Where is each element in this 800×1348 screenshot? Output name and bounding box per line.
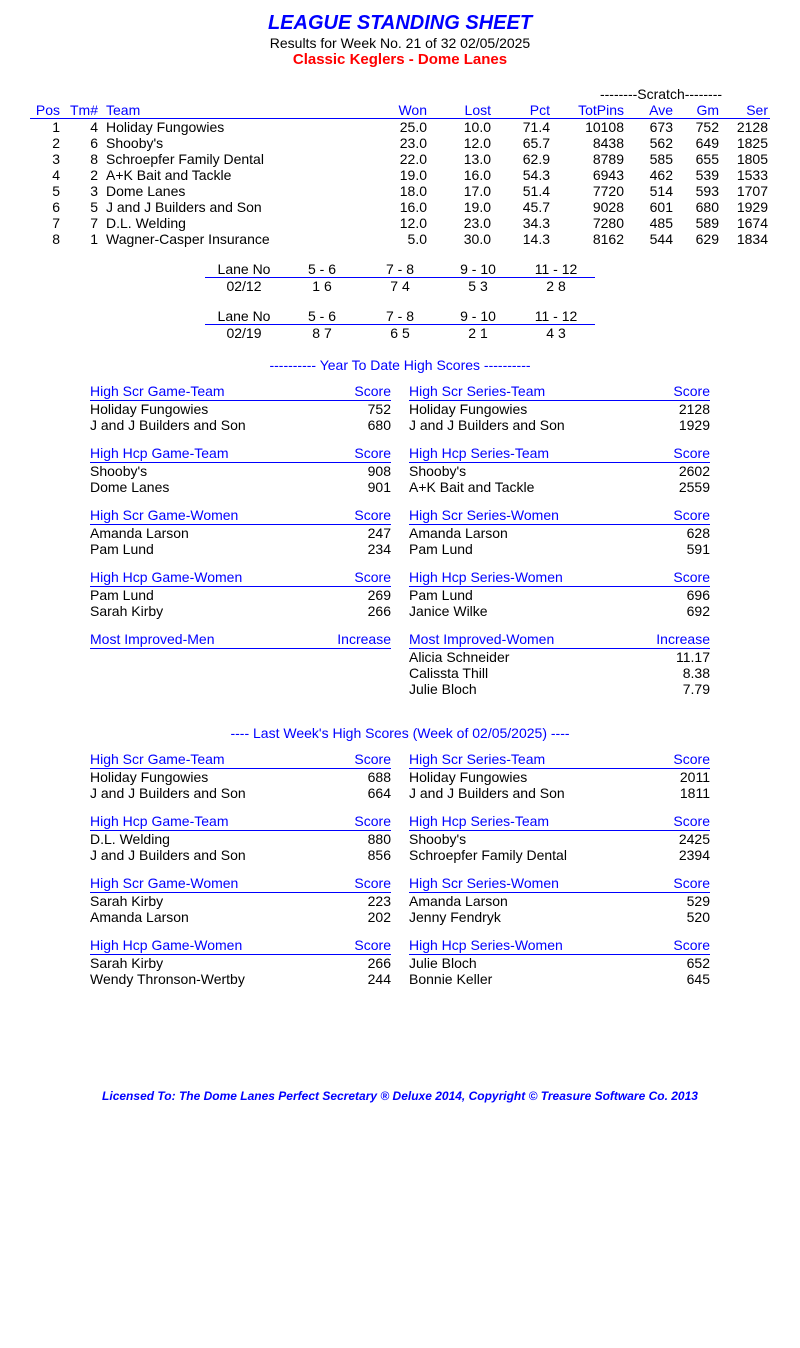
scratch-label: --------Scratch-------- (552, 86, 770, 102)
table-row: 65J and J Builders and Son16.019.045.790… (30, 199, 770, 215)
col-tm: Tm# (62, 102, 100, 119)
page-subtitle: Results for Week No. 21 of 32 02/05/2025 (30, 35, 770, 51)
col-ave: Ave (626, 102, 675, 119)
col-gm: Gm (675, 102, 721, 119)
standings-header: Pos Tm# Team Won Lost Pct TotPins Ave Gm… (30, 102, 770, 119)
score-block: High Hcp Series-TeamScoreShooby's2602A+K… (409, 445, 710, 495)
col-team: Team (100, 102, 365, 119)
col-lost: Lost (429, 102, 493, 119)
score-block: High Scr Game-WomenScoreSarah Kirby223Am… (90, 875, 391, 925)
header: LEAGUE STANDING SHEET Results for Week N… (30, 12, 770, 68)
score-block: High Scr Series-TeamScoreHoliday Fungowi… (409, 751, 710, 801)
ytd-title: ---------- Year To Date High Scores ----… (30, 357, 770, 373)
score-block: High Hcp Series-WomenScoreJulie Bloch652… (409, 937, 710, 987)
page: LEAGUE STANDING SHEET Results for Week N… (0, 0, 800, 1123)
standings-table: --------Scratch-------- Pos Tm# Team Won… (30, 86, 770, 247)
ytd-scores: High Scr Game-TeamScoreHoliday Fungowies… (90, 383, 710, 709)
col-pct: Pct (493, 102, 552, 119)
score-block: High Hcp Series-WomenScorePam Lund696Jan… (409, 569, 710, 619)
score-block: High Hcp Game-WomenScorePam Lund269Sarah… (90, 569, 391, 619)
page-title: LEAGUE STANDING SHEET (30, 12, 770, 35)
lane-assignment: Lane No5 - 67 - 89 - 1011 - 1202/121 67 … (160, 261, 640, 294)
table-row: 77D.L. Welding12.023.034.372804855891674 (30, 215, 770, 231)
col-pos: Pos (30, 102, 62, 119)
score-block: High Scr Series-WomenScoreAmanda Larson5… (409, 875, 710, 925)
lastweek-title: ---- Last Week's High Scores (Week of 02… (30, 725, 770, 741)
table-row: 38Schroepfer Family Dental22.013.062.987… (30, 151, 770, 167)
footer: Licensed To: The Dome Lanes Perfect Secr… (30, 1089, 770, 1103)
score-block: High Hcp Game-TeamScoreShooby's908Dome L… (90, 445, 391, 495)
score-block: High Scr Game-TeamScoreHoliday Fungowies… (90, 751, 391, 801)
score-block: High Hcp Game-WomenScoreSarah Kirby266We… (90, 937, 391, 987)
table-row: 14Holiday Fungowies25.010.071.4101086737… (30, 119, 770, 135)
table-row: 26Shooby's23.012.065.784385626491825 (30, 135, 770, 151)
league-name: Classic Keglers - Dome Lanes (30, 51, 770, 68)
table-row: 81Wagner-Casper Insurance5.030.014.38162… (30, 231, 770, 247)
lane-assignment: Lane No5 - 67 - 89 - 1011 - 1202/198 76 … (160, 308, 640, 341)
table-row: 53Dome Lanes18.017.051.477205145931707 (30, 183, 770, 199)
col-won: Won (365, 102, 429, 119)
col-ser: Ser (721, 102, 770, 119)
score-block: High Scr Series-TeamScoreHoliday Fungowi… (409, 383, 710, 433)
table-row: 42A+K Bait and Tackle19.016.054.36943462… (30, 167, 770, 183)
score-block: Most Improved-WomenIncreaseAlicia Schnei… (409, 631, 710, 697)
score-block: Most Improved-MenIncrease (90, 631, 391, 697)
lastweek-scores: High Scr Game-TeamScoreHoliday Fungowies… (90, 751, 710, 999)
score-block: High Scr Series-WomenScoreAmanda Larson6… (409, 507, 710, 557)
score-block: High Hcp Series-TeamScoreShooby's2425Sch… (409, 813, 710, 863)
score-block: High Hcp Game-TeamScoreD.L. Welding880J … (90, 813, 391, 863)
score-block: High Scr Game-WomenScoreAmanda Larson247… (90, 507, 391, 557)
score-block: High Scr Game-TeamScoreHoliday Fungowies… (90, 383, 391, 433)
col-totpins: TotPins (552, 102, 626, 119)
